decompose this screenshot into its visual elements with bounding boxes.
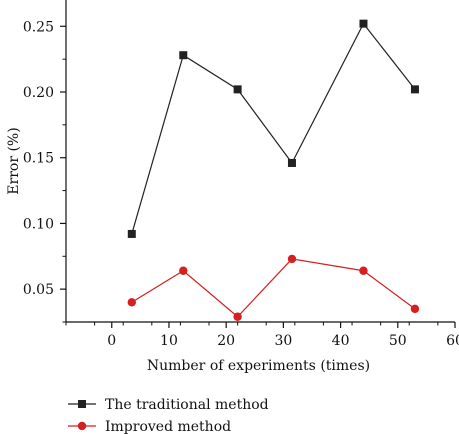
data-point bbox=[179, 51, 188, 60]
axes bbox=[65, 0, 455, 323]
x-axis-title: Number of experiments (times) bbox=[147, 358, 370, 374]
y-axis-title: Error (%) bbox=[6, 127, 22, 194]
y-tick-label: 0.25 bbox=[23, 19, 54, 35]
y-tick-label: 0.20 bbox=[23, 85, 54, 101]
data-point bbox=[233, 312, 242, 321]
data-point bbox=[179, 266, 188, 275]
x-tick-label: 30 bbox=[274, 333, 292, 349]
series-line-0 bbox=[131, 22, 416, 235]
data-point bbox=[410, 85, 419, 94]
data-point bbox=[127, 229, 136, 238]
legend-label: The traditional method bbox=[105, 397, 269, 413]
data-point bbox=[233, 85, 242, 94]
data-point bbox=[359, 266, 368, 275]
x-tick-label: 20 bbox=[217, 333, 235, 349]
y-tick-label: 0.15 bbox=[23, 151, 54, 167]
x-tick-label: 10 bbox=[160, 333, 178, 349]
data-point bbox=[410, 304, 420, 314]
data-point bbox=[287, 254, 297, 264]
series-layer bbox=[127, 19, 420, 321]
legend-label: Improved method bbox=[105, 419, 231, 434]
y-ticks: 0.05 0.10 0.15 0.20 0.25 bbox=[23, 19, 66, 323]
legend-marker bbox=[77, 421, 87, 431]
x-tick-label: 50 bbox=[389, 333, 407, 349]
y-tick-label: 0.05 bbox=[23, 282, 54, 298]
y-tick-label: 0.10 bbox=[23, 216, 54, 232]
series-line-1 bbox=[131, 258, 416, 318]
legend-marker bbox=[78, 400, 86, 408]
x-tick-label: 40 bbox=[332, 333, 350, 349]
x-ticks: 0 10 20 30 40 50 60 bbox=[65, 322, 459, 349]
data-point bbox=[287, 158, 296, 167]
data-point bbox=[359, 19, 368, 28]
data-point bbox=[127, 298, 136, 307]
x-tick-label: 0 bbox=[107, 333, 116, 349]
legend: The traditional method Improved method bbox=[68, 397, 269, 434]
x-tick-label: 60 bbox=[446, 333, 459, 349]
